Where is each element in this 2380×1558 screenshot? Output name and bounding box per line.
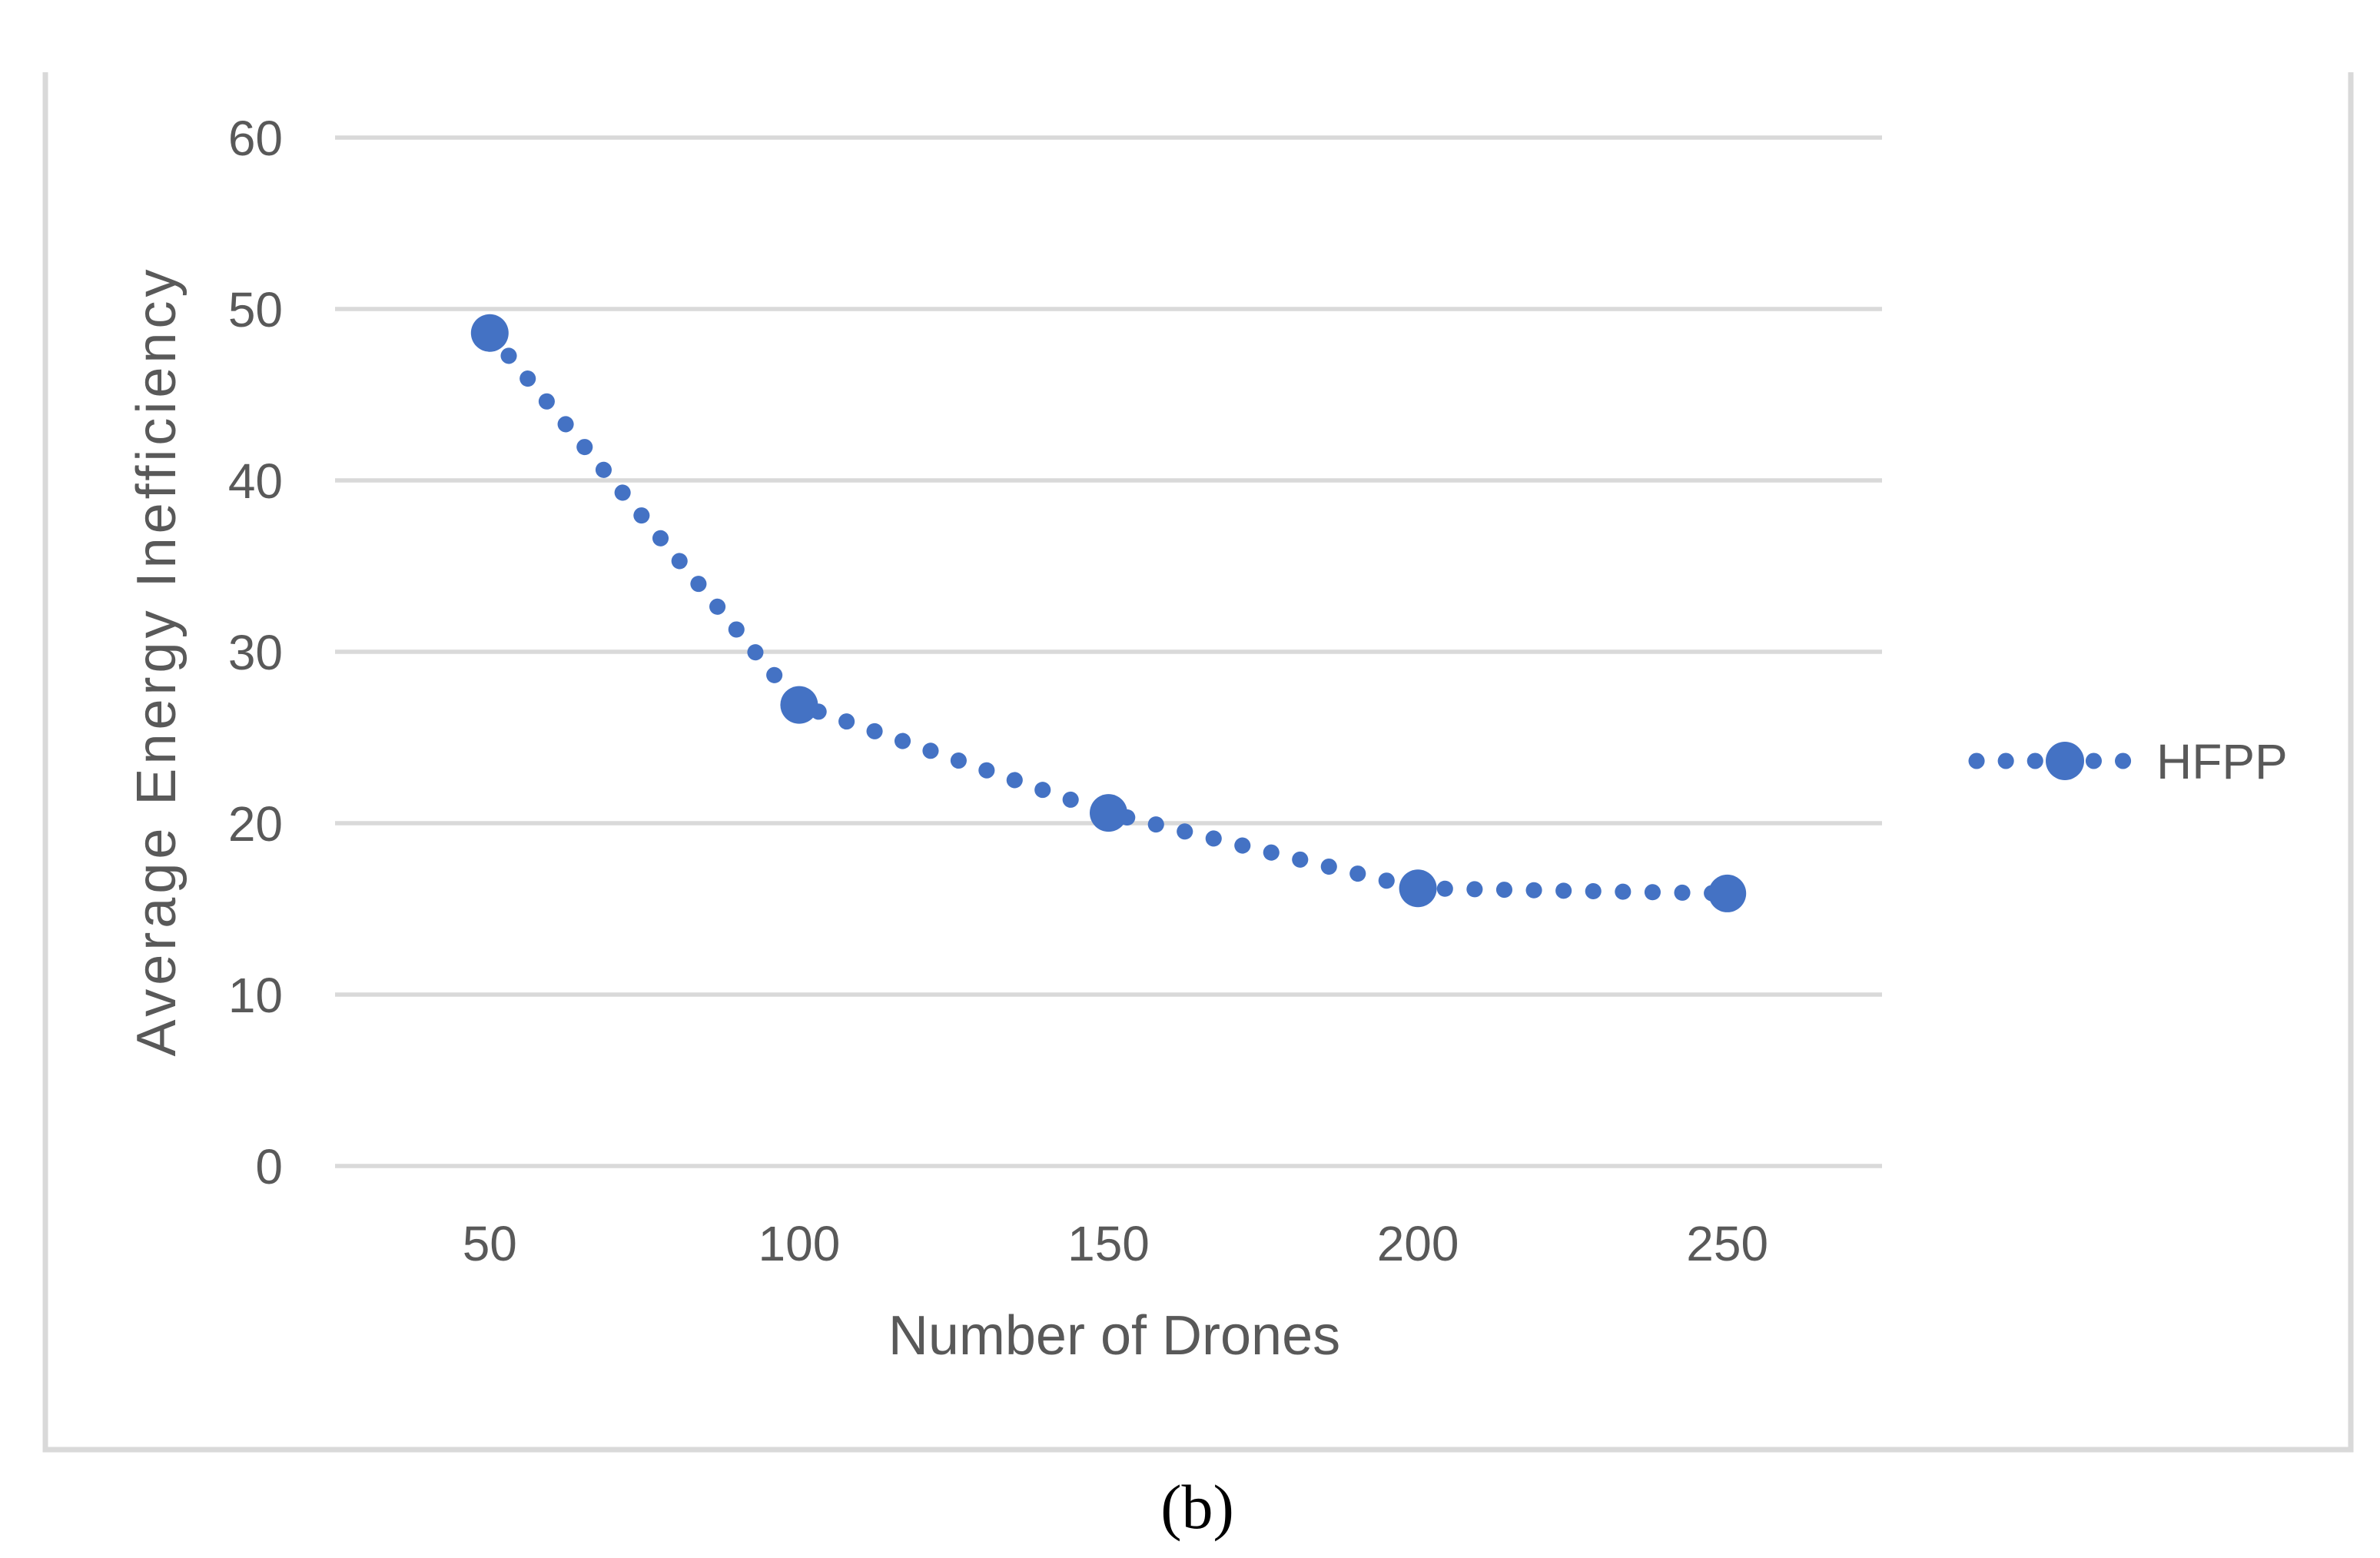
y-tick-label: 30 [228,625,283,680]
x-tick-label: 200 [1377,1216,1459,1271]
data-point-marker [470,314,509,352]
y-tick-label: 20 [228,796,283,852]
y-axis-tick-labels: 0 10 20 30 40 50 60 [228,111,283,1194]
data-point-marker [1399,869,1437,908]
y-axis-title: Average Energy Inefficiency [126,266,188,1057]
data-point-marker [780,686,818,724]
legend: HFPP [1968,734,2288,789]
y-tick-label: 40 [228,453,283,509]
legend-line-sample [1968,742,2148,780]
series-hfpp [470,314,1747,912]
legend-label: HFPP [2156,734,2288,789]
gridlines [335,135,1882,1168]
x-tick-label: 250 [1686,1216,1768,1271]
x-tick-label: 150 [1067,1216,1150,1271]
x-tick-label: 100 [758,1216,841,1271]
figure-caption: (b) [1160,1472,1234,1542]
chart-frame [42,72,2354,1453]
x-axis-title: Number of Drones [888,1305,1340,1367]
y-tick-label: 10 [228,968,283,1023]
y-tick-label: 50 [228,282,283,337]
data-point-marker [1708,874,1747,912]
legend-marker [2046,742,2084,780]
y-tick-label: 0 [255,1139,283,1194]
y-tick-label: 60 [228,111,283,166]
x-tick-label: 50 [463,1216,517,1271]
x-axis-tick-labels: 50 100 150 200 250 [463,1216,1768,1271]
data-point-marker [1090,794,1127,832]
series-dotted-line [481,324,1736,902]
